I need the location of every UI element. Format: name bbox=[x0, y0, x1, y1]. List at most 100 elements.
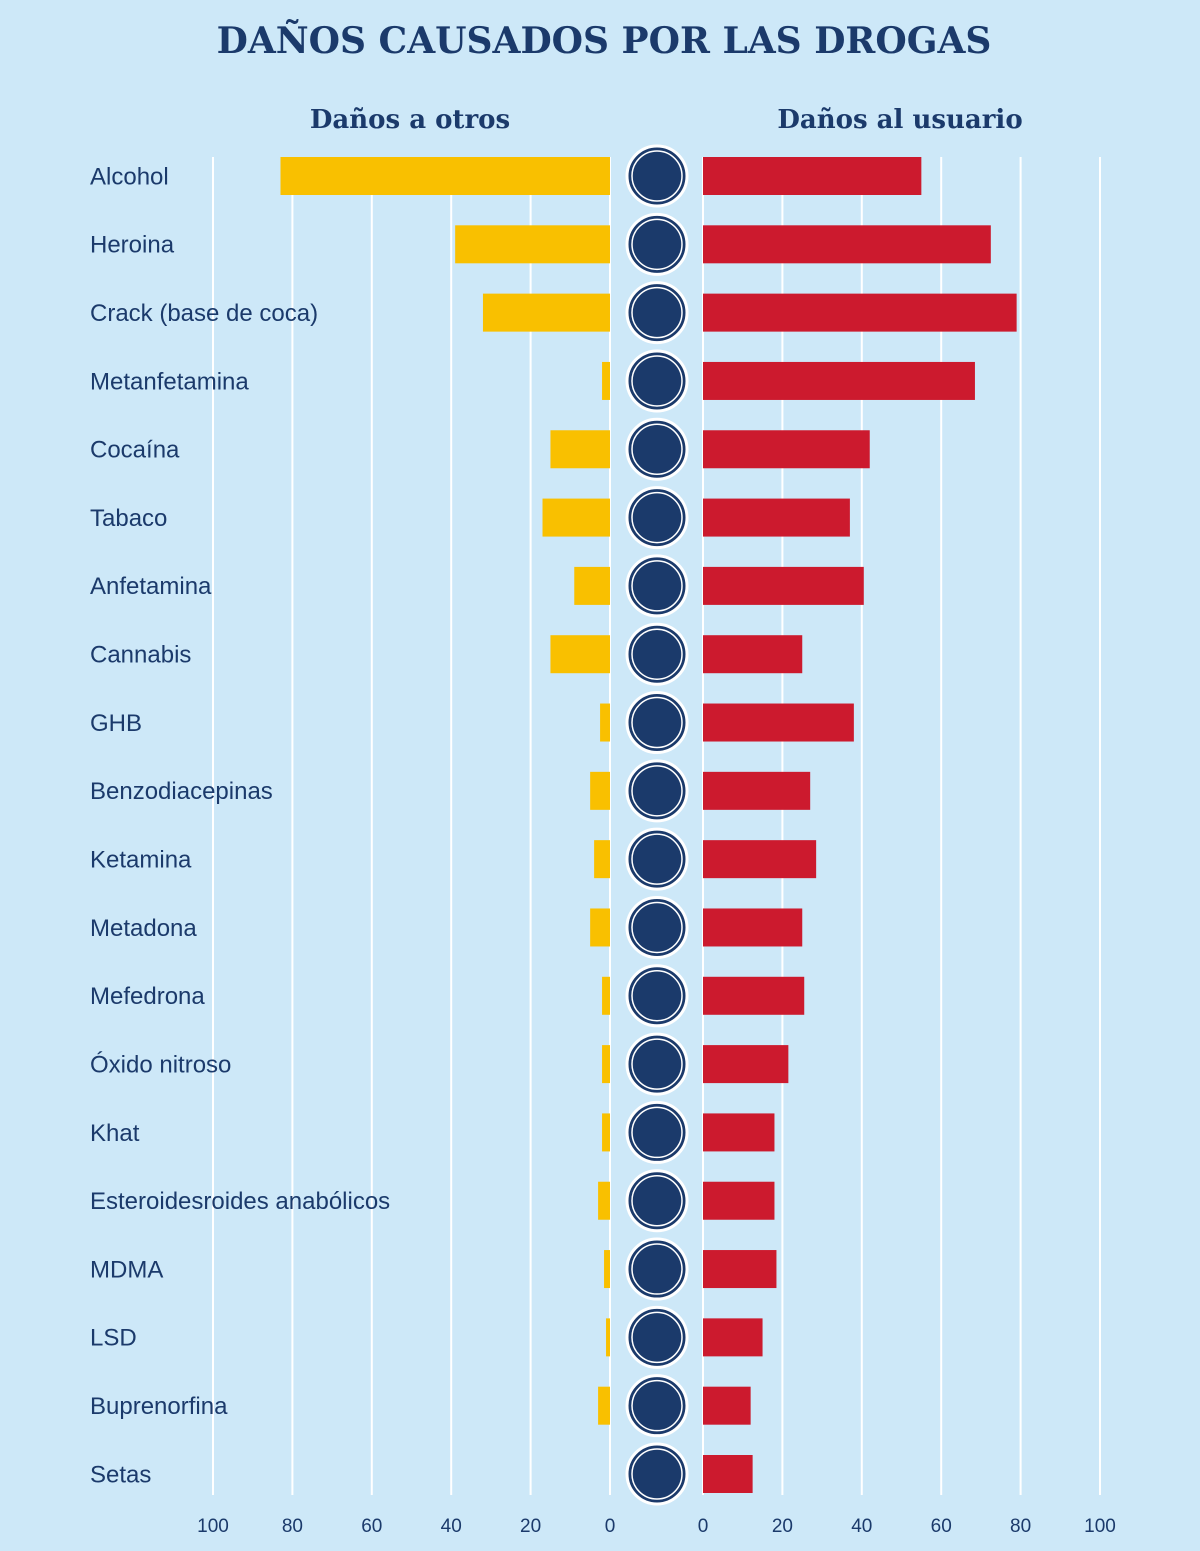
category-label: Alcohol bbox=[90, 163, 169, 190]
drug-icon-ring bbox=[631, 1243, 683, 1295]
bar bbox=[703, 1318, 763, 1357]
bar bbox=[600, 703, 610, 742]
drug-icon bbox=[625, 212, 689, 276]
drug-icon bbox=[625, 827, 689, 891]
category-label: Buprenorfina bbox=[90, 1393, 228, 1420]
category-label: Crack (base de coca) bbox=[90, 300, 318, 327]
left-panel-title: Daños a otros bbox=[310, 105, 510, 135]
drug-icon-ring bbox=[631, 218, 683, 271]
bar bbox=[550, 635, 610, 674]
category-label: Benzodiacepinas bbox=[90, 778, 273, 805]
category-label: Cannabis bbox=[90, 642, 191, 669]
drug-icon bbox=[625, 1169, 689, 1233]
x-tick-label: 80 bbox=[1010, 1516, 1031, 1537]
drug-icon-ring bbox=[631, 901, 683, 954]
drug-icon-ring bbox=[631, 628, 683, 680]
drug-icon bbox=[625, 759, 689, 823]
drug-icon bbox=[625, 1305, 689, 1369]
bar bbox=[482, 293, 610, 332]
drug-icon bbox=[625, 964, 689, 1028]
bar bbox=[574, 566, 610, 605]
drug-icon bbox=[625, 691, 689, 755]
category-label: Setas bbox=[90, 1461, 151, 1488]
drug-icon-ring bbox=[631, 1448, 683, 1500]
category-label: Khat bbox=[90, 1120, 140, 1147]
x-tick-label: 60 bbox=[931, 1516, 952, 1537]
drug-icon-ring bbox=[631, 1038, 683, 1090]
bar bbox=[598, 1386, 610, 1425]
drug-icon-ring bbox=[631, 1379, 683, 1432]
bar bbox=[703, 976, 805, 1015]
drug-icon-ring bbox=[631, 286, 683, 339]
bar bbox=[594, 840, 610, 879]
bar bbox=[590, 771, 610, 810]
drug-icon-ring bbox=[631, 355, 683, 407]
x-tick-label: 40 bbox=[851, 1516, 872, 1537]
drug-icon-ring bbox=[631, 833, 683, 885]
drug-icon bbox=[625, 554, 689, 618]
x-tick-label: 100 bbox=[1084, 1516, 1116, 1537]
category-label: Óxido nitroso bbox=[90, 1051, 231, 1078]
drug-icon-ring bbox=[631, 696, 683, 749]
bar bbox=[703, 840, 817, 879]
bar bbox=[703, 1045, 789, 1084]
bar bbox=[703, 908, 803, 947]
bar bbox=[703, 157, 922, 195]
category-label: Mefedrona bbox=[90, 983, 205, 1010]
bar bbox=[598, 1181, 610, 1220]
category-label: Heroina bbox=[90, 232, 175, 259]
bar bbox=[703, 1250, 777, 1289]
chart-title: DAÑOS CAUSADOS POR LAS DROGAS bbox=[217, 20, 992, 62]
drug-icon bbox=[625, 895, 689, 959]
bar bbox=[602, 361, 610, 400]
bar bbox=[703, 635, 803, 674]
x-tick-label: 80 bbox=[282, 1516, 303, 1537]
drug-icon bbox=[625, 1100, 689, 1164]
bar bbox=[703, 498, 850, 537]
bar bbox=[602, 1113, 610, 1152]
category-label: Cocaína bbox=[90, 437, 180, 464]
category-label: GHB bbox=[90, 710, 142, 737]
drug-icon bbox=[625, 486, 689, 550]
drug-icon-ring bbox=[631, 150, 683, 202]
drug-icon-ring bbox=[631, 1106, 683, 1159]
drug-icon-ring bbox=[631, 560, 683, 612]
drug-icon bbox=[625, 1374, 689, 1438]
right-panel-title: Daños al usuario bbox=[777, 105, 1022, 135]
drug-icon-ring bbox=[631, 970, 683, 1022]
bar bbox=[703, 703, 854, 742]
category-label: Ketamina bbox=[90, 847, 192, 874]
category-label: Metadona bbox=[90, 915, 197, 942]
bar bbox=[604, 1250, 610, 1289]
category-label: LSD bbox=[90, 1325, 137, 1352]
bar bbox=[542, 498, 610, 537]
bar bbox=[703, 566, 864, 605]
category-label: Anfetamina bbox=[90, 573, 212, 600]
category-label: Metanfetamina bbox=[90, 368, 249, 395]
bar bbox=[590, 908, 610, 947]
x-tick-label: 60 bbox=[361, 1516, 382, 1537]
bar bbox=[703, 430, 870, 469]
drug-icon bbox=[625, 349, 689, 413]
category-label: MDMA bbox=[90, 1256, 163, 1283]
category-label: Tabaco bbox=[90, 505, 167, 532]
drug-icon bbox=[625, 1442, 689, 1506]
drug-icon bbox=[625, 622, 689, 686]
drug-icon-ring bbox=[631, 1311, 683, 1364]
x-tick-label: 100 bbox=[197, 1516, 229, 1537]
x-tick-label: 0 bbox=[605, 1516, 616, 1537]
bar bbox=[606, 1318, 610, 1357]
drug-icon bbox=[625, 417, 689, 481]
drug-icon-ring bbox=[631, 423, 683, 476]
x-tick-label: 20 bbox=[520, 1516, 541, 1537]
bar bbox=[703, 1181, 775, 1220]
drug-icon-ring bbox=[631, 1174, 683, 1227]
bar bbox=[455, 225, 610, 264]
drug-icon bbox=[625, 144, 689, 208]
bar bbox=[703, 225, 991, 264]
x-tick-label: 0 bbox=[698, 1516, 709, 1537]
x-tick-label: 20 bbox=[772, 1516, 793, 1537]
x-tick-label: 40 bbox=[441, 1516, 462, 1537]
drug-icon bbox=[625, 1032, 689, 1096]
